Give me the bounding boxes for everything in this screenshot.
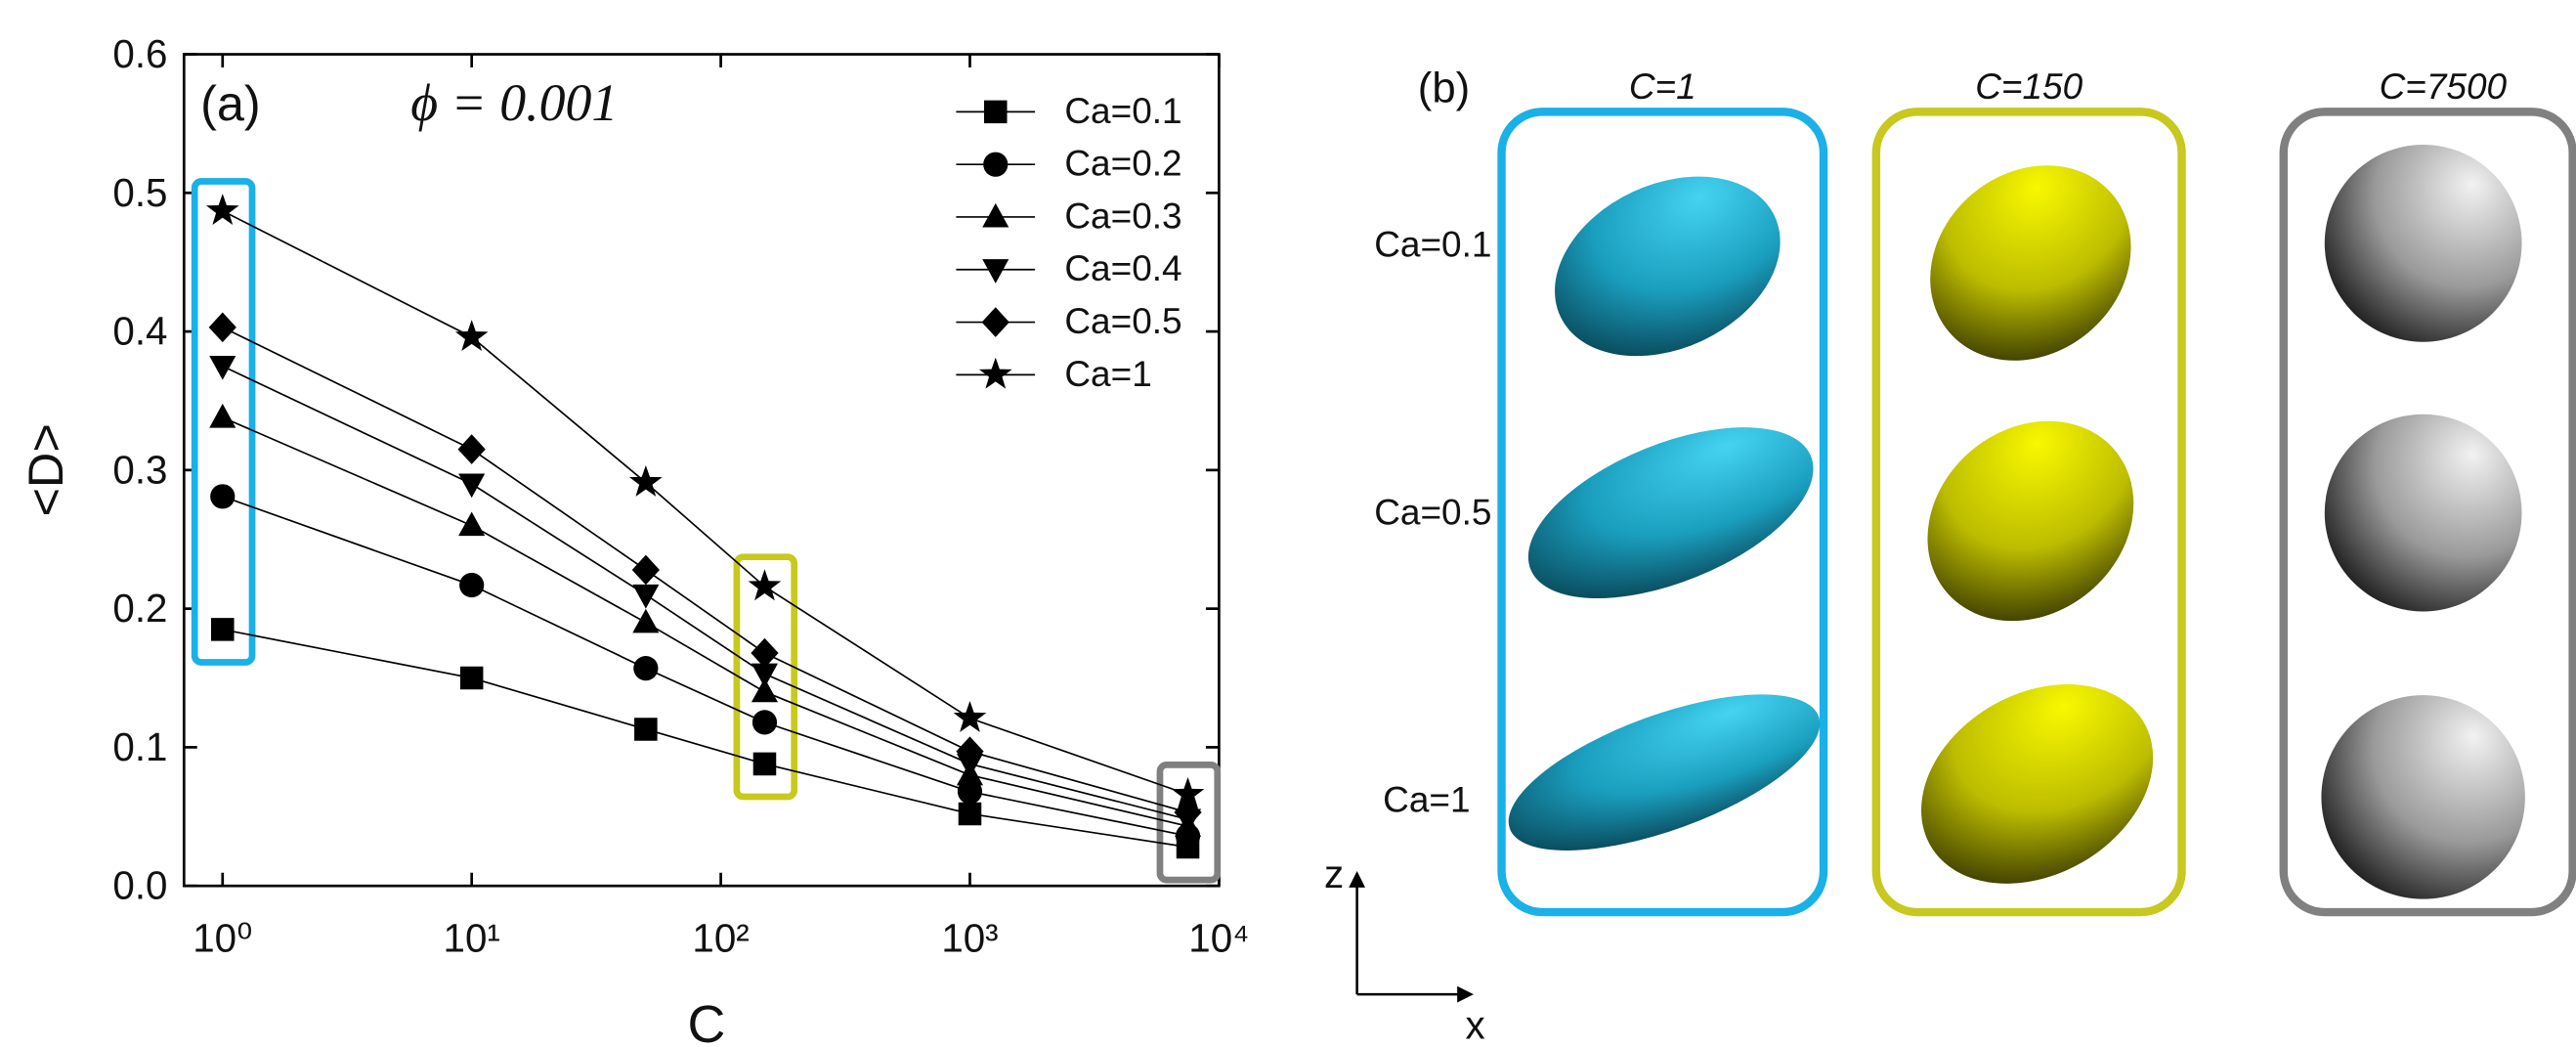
y-tick-label: 0.3 bbox=[112, 447, 167, 492]
marker bbox=[982, 259, 1009, 284]
marker bbox=[458, 434, 486, 464]
marker bbox=[633, 656, 658, 680]
marker bbox=[458, 511, 485, 536]
series-line bbox=[223, 497, 1188, 836]
droplet bbox=[1885, 644, 2189, 924]
figure: 0.0 0.1 0.2 0.3 0.4 0.5 0.6 10⁰ 10¹ 10² 10³ 10⁴ Ca=0… bbox=[0, 0, 2576, 1047]
legend-entry: Ca=0.2 bbox=[956, 144, 1181, 184]
series-line bbox=[223, 417, 1188, 826]
marker bbox=[632, 585, 659, 609]
marker bbox=[752, 710, 777, 734]
series-line bbox=[223, 327, 1188, 812]
x-axis-label: C bbox=[687, 995, 725, 1047]
plot-a: 0.0 0.1 0.2 0.3 0.4 0.5 0.6 10⁰ 10¹ 10² 10³ 10⁴ Ca=0… bbox=[112, 31, 1249, 960]
x-tick-label: 10¹ bbox=[444, 915, 500, 960]
x-tick-label: 10⁰ bbox=[193, 915, 252, 960]
legend-label: Ca=0.1 bbox=[1064, 91, 1181, 131]
droplet bbox=[2325, 414, 2522, 612]
y-axis-label: <D> bbox=[18, 423, 73, 516]
marker bbox=[459, 573, 484, 597]
marker bbox=[979, 358, 1012, 389]
y-tick-label: 0.6 bbox=[112, 31, 167, 76]
droplet bbox=[1887, 379, 2174, 662]
column-title: C=7500 bbox=[2380, 66, 2508, 107]
y-tick-label: 0.0 bbox=[112, 863, 167, 908]
marker bbox=[206, 194, 239, 225]
marker bbox=[211, 618, 235, 641]
marker bbox=[1174, 798, 1201, 828]
marker bbox=[984, 101, 1008, 124]
marker bbox=[209, 404, 236, 428]
marker bbox=[458, 473, 485, 498]
x-tick-label: 10³ bbox=[941, 915, 998, 960]
legend-entry: Ca=1 bbox=[956, 354, 1151, 394]
page: 0.0 0.1 0.2 0.3 0.4 0.5 0.6 10⁰ 10¹ 10² 10³ 10⁴ Ca=0… bbox=[0, 0, 2576, 1047]
legend-label: Ca=0.2 bbox=[1064, 144, 1181, 184]
y-tick-label: 0.5 bbox=[112, 170, 167, 215]
series-line bbox=[223, 367, 1188, 820]
droplet bbox=[1505, 392, 1837, 633]
marker bbox=[632, 555, 660, 586]
panel-label: (b) bbox=[1418, 64, 1470, 111]
column-title: C=1 bbox=[1629, 66, 1696, 107]
series-line bbox=[223, 211, 1188, 795]
panel-label: (a) bbox=[200, 75, 261, 131]
marker bbox=[753, 753, 777, 776]
legend-label: Ca=0.4 bbox=[1064, 248, 1181, 288]
legend-label: Ca=1 bbox=[1064, 354, 1151, 394]
droplet bbox=[1490, 662, 1838, 883]
droplet bbox=[1525, 142, 1809, 391]
column-title: C=150 bbox=[1975, 66, 2082, 107]
marker bbox=[209, 356, 236, 380]
x-tick-label: 10⁴ bbox=[1188, 915, 1249, 960]
x-tick-label: 10² bbox=[692, 915, 749, 960]
row-label: Ca=0.1 bbox=[1374, 224, 1491, 264]
marker bbox=[632, 609, 659, 633]
marker bbox=[954, 701, 987, 732]
series-line bbox=[223, 630, 1188, 848]
panel-b: (b) C=1 C=150 C=7500 Ca=0.1 Ca=0.5 Ca=1 … bbox=[1324, 64, 2573, 1047]
marker bbox=[959, 803, 982, 826]
marker bbox=[956, 736, 983, 766]
legend-entry: Ca=0.3 bbox=[956, 196, 1181, 236]
marker bbox=[460, 667, 484, 690]
y-tick-label: 0.4 bbox=[112, 309, 167, 354]
legend-entry: Ca=0.1 bbox=[956, 91, 1181, 131]
marker bbox=[982, 307, 1009, 337]
marker bbox=[983, 153, 1008, 177]
row-label: Ca=1 bbox=[1383, 780, 1470, 820]
marker bbox=[210, 484, 235, 508]
marker bbox=[209, 313, 236, 343]
marker bbox=[749, 569, 782, 600]
droplet bbox=[2321, 695, 2524, 898]
legend-label: Ca=0.5 bbox=[1064, 301, 1181, 341]
row-label: Ca=0.5 bbox=[1374, 492, 1491, 532]
droplet bbox=[2325, 145, 2522, 342]
y-tick-label: 0.2 bbox=[112, 586, 167, 631]
axis-name: z bbox=[1324, 851, 1344, 896]
legend-label: Ca=0.3 bbox=[1064, 196, 1181, 236]
droplet bbox=[1891, 125, 2170, 401]
axes-glyph: z x bbox=[1324, 851, 1485, 1047]
marker bbox=[982, 203, 1009, 228]
marker bbox=[634, 718, 658, 741]
axis-name: x bbox=[1466, 1003, 1485, 1047]
legend-entry: Ca=0.5 bbox=[956, 301, 1181, 341]
legend-entry: Ca=0.4 bbox=[956, 248, 1181, 288]
y-tick-label: 0.1 bbox=[112, 724, 167, 769]
annotation: ϕ = 0.001 bbox=[410, 73, 618, 132]
